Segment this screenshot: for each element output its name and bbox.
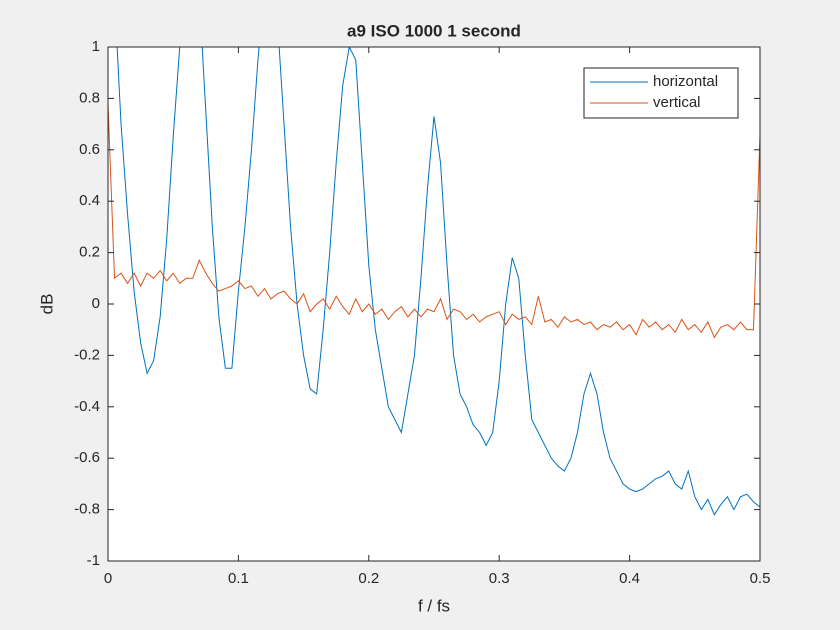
y-tick-label: 0.4 — [79, 192, 100, 209]
series-line — [116, 47, 760, 516]
y-tick-label: 0.2 — [79, 244, 100, 261]
chart-title: a9 ISO 1000 1 second — [347, 21, 521, 40]
y-tick-label: 0.6 — [79, 141, 100, 158]
x-tick-label: 0.1 — [228, 570, 249, 587]
y-tick-label: -0.4 — [74, 398, 100, 415]
y-axis-label: dB — [37, 294, 56, 315]
legend-box — [583, 67, 739, 119]
legend-label: horizontal — [653, 73, 718, 90]
x-axis-label: f / fs — [418, 596, 450, 615]
y-tick-label: 0 — [92, 295, 100, 312]
x-tick-label: 0.2 — [358, 570, 379, 587]
x-tick-label: 0.5 — [750, 570, 771, 587]
y-tick-label: 1 — [92, 38, 100, 55]
x-tick-label: 0 — [104, 570, 112, 587]
y-tick-label: -1 — [87, 552, 100, 569]
y-tick-label: -0.6 — [74, 449, 100, 466]
y-tick-label: 0.8 — [79, 89, 100, 106]
x-tick-label: 0.3 — [489, 570, 510, 587]
x-tick-label: 0.4 — [619, 570, 640, 587]
y-tick-label: -0.2 — [74, 346, 100, 363]
y-tick-label: -0.8 — [74, 501, 100, 518]
lines — [108, 47, 760, 516]
plot-area — [108, 47, 760, 561]
series-line — [108, 103, 760, 339]
legend-label: vertical — [653, 94, 701, 111]
